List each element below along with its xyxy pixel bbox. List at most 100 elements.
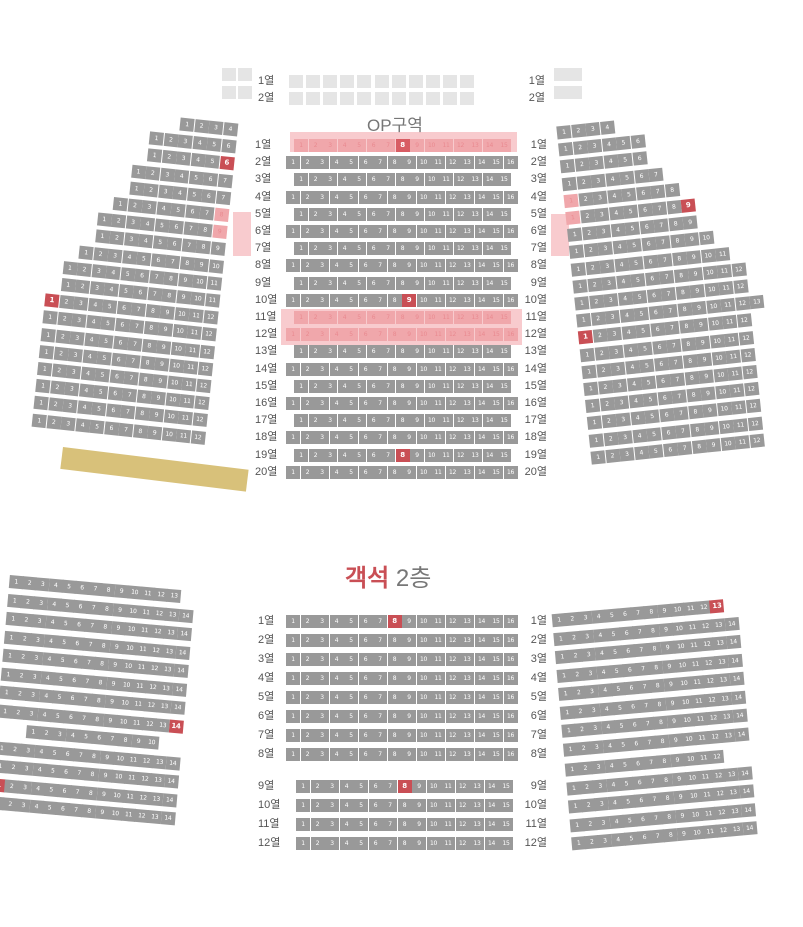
seat-f1-right[interactable]: 7 — [673, 406, 689, 422]
seat-f1-center[interactable]: 12 — [445, 397, 460, 410]
seat-f1-center[interactable]: 8 — [387, 328, 402, 342]
seat-f1-left[interactable]: 9 — [150, 391, 166, 406]
seat-f1-center[interactable]: 5 — [352, 207, 366, 221]
seat-f1-left[interactable]: 11 — [204, 293, 220, 308]
seat-f1-center[interactable]: 6 — [358, 156, 373, 170]
seat-f2-center[interactable]: 9 — [402, 710, 416, 723]
seat-f2-center[interactable]: 4 — [329, 653, 344, 666]
seat-f1-right[interactable]: 9 — [698, 369, 714, 384]
seat-f2-center[interactable]: 1 — [286, 748, 300, 761]
seat-f2-center[interactable]: 9 — [402, 729, 416, 742]
seat-f1-center[interactable]: 9 — [402, 293, 416, 307]
seat-f1-center[interactable]: 13 — [460, 397, 474, 410]
seat-f1-center[interactable]: 12 — [453, 311, 468, 324]
seat-f2-center[interactable]: 10 — [416, 748, 431, 761]
seat-f1-center[interactable]: 15 — [497, 276, 511, 290]
seat-f1-center[interactable]: 15 — [497, 207, 511, 221]
seat-f1-center[interactable]: 6 — [366, 311, 381, 324]
seat-f1-center[interactable]: 13 — [468, 379, 482, 393]
seat-f1-center[interactable]: 14 — [474, 190, 489, 204]
seat-f2-center[interactable]: 13 — [460, 615, 474, 628]
seat-f1-left[interactable]: 8 — [163, 271, 179, 286]
seat-f1-left[interactable]: 1 — [96, 212, 112, 227]
seat-f1-center[interactable]: 6 — [358, 190, 373, 204]
seat-f1-center[interactable]: 15 — [489, 397, 503, 410]
seat-f1-left[interactable]: 8 — [134, 406, 150, 422]
seat-f1-right[interactable]: 5 — [621, 187, 637, 202]
seat-f1-center[interactable]: 3 — [323, 139, 337, 152]
seat-f1-right[interactable]: 8 — [685, 388, 702, 403]
seat-f1-center[interactable]: 2 — [300, 431, 315, 445]
seat-f2-center[interactable]: 15 — [489, 634, 503, 647]
seat-f1-center[interactable]: 4 — [329, 328, 344, 342]
seat-f1-center[interactable]: 15 — [497, 414, 511, 428]
seat-f2-center[interactable]: 8 — [387, 615, 402, 628]
seat-f1-left[interactable]: 7 — [217, 173, 233, 188]
seat-f1-center[interactable]: 6 — [358, 397, 373, 410]
seat-f1-center[interactable]: 8 — [395, 139, 410, 152]
seat-f2-center[interactable]: 14 — [474, 615, 489, 628]
seat-f1-center[interactable]: 11 — [439, 207, 453, 221]
seat-f1-right[interactable]: 1 — [570, 261, 586, 277]
seat-f1-right[interactable]: 5 — [646, 426, 662, 442]
seat-f1-right[interactable]: 5 — [631, 290, 648, 305]
seat-f2-center[interactable]: 4 — [329, 672, 344, 685]
seat-f1-left[interactable]: 6 — [114, 318, 130, 333]
seat-f2-center[interactable]: 1 — [296, 780, 310, 793]
seat-f1-center[interactable]: 6 — [358, 225, 373, 238]
seat-f1-center[interactable]: 4 — [329, 465, 344, 479]
seat-f1-right[interactable]: 1 — [581, 364, 597, 379]
seat-f1-left[interactable]: 12 — [195, 378, 211, 394]
seat-f1-right[interactable]: 10 — [709, 333, 725, 349]
seat-f2-center[interactable]: 7 — [373, 748, 387, 761]
seat-f1-right[interactable]: 11 — [729, 383, 745, 398]
seat-f2-center[interactable]: 4 — [339, 799, 354, 812]
seat-f1-right[interactable]: 4 — [628, 394, 644, 409]
seat-f2-center[interactable]: 9 — [412, 799, 426, 812]
seat-f1-center[interactable]: 11 — [431, 465, 445, 479]
seat-f1-center[interactable]: 15 — [497, 448, 511, 462]
seat-f1-right[interactable]: 4 — [624, 360, 640, 375]
seat-f2-center[interactable]: 6 — [358, 729, 373, 742]
seat-f1-right[interactable]: 7 — [676, 440, 693, 456]
seat-f1-right[interactable]: 1 — [561, 176, 577, 191]
seat-f2-center[interactable]: 9 — [412, 837, 426, 850]
seat-f1-center[interactable]: 4 — [329, 362, 344, 376]
seat-f1-left[interactable]: 9 — [154, 357, 170, 372]
seat-f2-center[interactable]: 6 — [358, 672, 373, 685]
seat-f2-center[interactable]: 9 — [402, 634, 416, 647]
seat-f1-right[interactable]: 8 — [689, 422, 705, 437]
seat-f1-right[interactable]: 8 — [666, 200, 682, 215]
seat-f1-left[interactable]: 4 — [172, 185, 188, 201]
seat-f1-left[interactable]: 3 — [91, 263, 107, 279]
seat-f2-center[interactable]: 7 — [383, 780, 397, 793]
seat-f1-right[interactable]: 10 — [702, 265, 718, 280]
seat-f2-center[interactable]: 12 — [445, 653, 460, 666]
seat-f2-center[interactable]: 11 — [441, 799, 455, 812]
seat-f1-left[interactable]: 11 — [175, 428, 192, 443]
seat-f1-center[interactable]: 1 — [294, 139, 308, 152]
seat-f1-right[interactable]: 8 — [676, 302, 693, 318]
seat-f1-right[interactable]: 4 — [615, 274, 631, 289]
seat-f1-center[interactable]: 2 — [308, 242, 323, 256]
seat-f1-left[interactable]: 5 — [100, 316, 116, 332]
seat-f1-right[interactable]: 10 — [711, 350, 727, 366]
seat-f1-center[interactable]: 7 — [381, 311, 395, 324]
seat-f1-center[interactable]: 15 — [489, 293, 503, 307]
seat-f2-left[interactable]: 10 — [144, 735, 160, 750]
seat-f1-left[interactable]: 2 — [47, 397, 64, 413]
seat-f1-center[interactable]: 11 — [431, 190, 445, 204]
seat-f1-center[interactable]: 16 — [503, 362, 518, 376]
seat-f2-center[interactable]: 8 — [387, 729, 402, 742]
seat-f1-right[interactable]: 10 — [713, 368, 729, 383]
seat-f1-left[interactable]: 2 — [56, 312, 73, 327]
seat-f2-left[interactable]: 14 — [165, 755, 181, 771]
seat-f1-right[interactable]: 10 — [705, 299, 722, 314]
seat-f2-center[interactable]: 5 — [344, 634, 358, 647]
seat-f1-right[interactable]: 4 — [601, 137, 617, 153]
seat-f1-left[interactable]: 8 — [136, 389, 152, 405]
seat-f2-center[interactable]: 11 — [441, 837, 455, 850]
seat-f1-center[interactable]: 8 — [395, 448, 410, 462]
seat-f1-center[interactable]: 14 — [474, 431, 489, 445]
seat-f2-center[interactable]: 7 — [373, 653, 387, 666]
